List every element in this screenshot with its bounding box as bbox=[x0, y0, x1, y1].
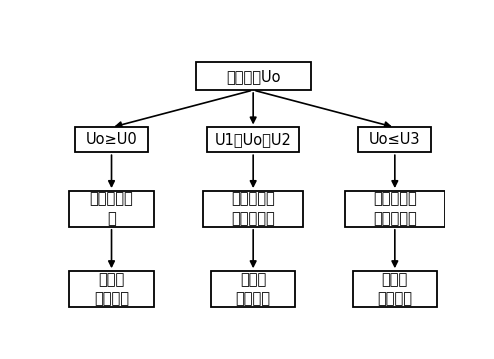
Text: 严重结露、
有滴落风险: 严重结露、 有滴落风险 bbox=[373, 192, 417, 226]
FancyBboxPatch shape bbox=[359, 127, 431, 152]
Text: 输出电压Uo: 输出电压Uo bbox=[226, 69, 281, 84]
FancyBboxPatch shape bbox=[69, 271, 154, 307]
FancyBboxPatch shape bbox=[345, 191, 445, 227]
FancyBboxPatch shape bbox=[353, 271, 437, 307]
Text: 警报器
预警状态: 警报器 预警状态 bbox=[236, 272, 271, 307]
Text: 轻微雾汽、
无滴落风险: 轻微雾汽、 无滴落风险 bbox=[231, 192, 275, 226]
Text: Uo≤U3: Uo≤U3 bbox=[369, 132, 420, 147]
Text: U1＜Uo＜U2: U1＜Uo＜U2 bbox=[215, 132, 291, 147]
Text: 警报器
警报状态: 警报器 警报状态 bbox=[377, 272, 412, 307]
Text: Uo≥U0: Uo≥U0 bbox=[85, 132, 137, 147]
FancyBboxPatch shape bbox=[207, 127, 299, 152]
FancyBboxPatch shape bbox=[69, 191, 154, 227]
FancyBboxPatch shape bbox=[75, 127, 148, 152]
Text: 干燥、无液
滴: 干燥、无液 滴 bbox=[89, 192, 133, 226]
FancyBboxPatch shape bbox=[196, 62, 311, 90]
Text: 警报器
静默状态: 警报器 静默状态 bbox=[94, 272, 129, 307]
FancyBboxPatch shape bbox=[211, 271, 295, 307]
FancyBboxPatch shape bbox=[204, 191, 303, 227]
